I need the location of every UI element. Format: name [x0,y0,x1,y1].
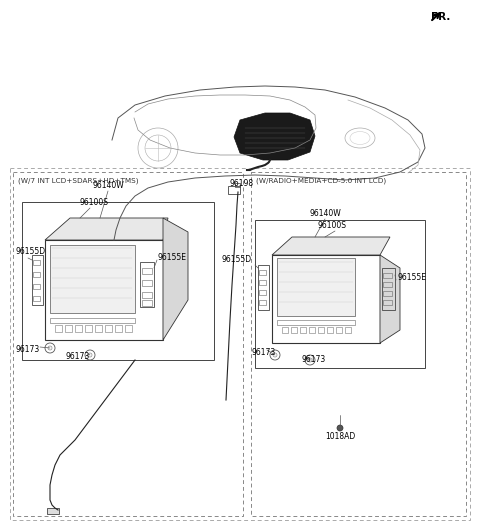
Bar [258,265,269,310]
Text: 96155E: 96155E [158,253,187,262]
Polygon shape [272,237,390,255]
Bar [259,280,266,285]
Bar [382,268,395,310]
Bar [383,291,392,296]
Bar [300,327,306,333]
Polygon shape [163,218,188,340]
Bar [272,255,380,343]
Text: 96100S: 96100S [80,198,109,207]
Text: (W/RADIO+MEDIA+CD-5.0 INT LCD): (W/RADIO+MEDIA+CD-5.0 INT LCD) [256,177,386,184]
Bar [142,268,152,274]
Bar [50,245,135,313]
Text: 96173: 96173 [65,352,89,361]
Text: 1018AD: 1018AD [325,432,355,441]
Polygon shape [45,218,168,240]
Bar [383,300,392,305]
Bar [33,284,40,289]
Bar [142,292,152,298]
Bar [318,327,324,333]
Bar [10,168,470,520]
Bar [345,327,351,333]
Bar [105,325,112,332]
Bar [383,273,392,278]
Bar [259,290,266,295]
Bar [142,300,152,306]
Text: 96140W: 96140W [309,209,341,218]
Bar [383,282,392,287]
Bar [47,508,59,514]
Bar [125,325,132,332]
Bar [50,318,135,323]
Bar [115,325,122,332]
Text: 96198: 96198 [229,179,253,188]
Text: FR.: FR. [431,12,450,22]
Text: 96140W: 96140W [92,181,124,190]
Circle shape [337,425,343,431]
Text: 96173: 96173 [252,348,276,357]
Bar [33,260,40,265]
Bar [45,240,163,340]
Text: 96173: 96173 [302,355,326,364]
Bar [251,172,466,516]
Polygon shape [380,255,400,343]
Bar [309,327,315,333]
Bar [33,296,40,301]
Polygon shape [234,113,315,160]
Bar [85,325,92,332]
Bar [75,325,82,332]
Bar [327,327,333,333]
Bar [13,172,243,516]
Bar [336,327,342,333]
Bar [32,255,43,305]
Text: 96100S: 96100S [318,221,347,230]
Bar [291,327,297,333]
Bar [65,325,72,332]
Bar [259,300,266,305]
Bar [228,186,240,194]
Bar [282,327,288,333]
Bar [22,202,214,360]
Text: (W/7 INT LCD+SDARS+HD+TMS): (W/7 INT LCD+SDARS+HD+TMS) [18,177,139,184]
Bar [95,325,102,332]
Bar [140,262,154,307]
Bar [277,258,355,316]
Bar [277,320,355,325]
Bar [33,272,40,277]
Text: 96155D: 96155D [16,248,46,257]
Bar [255,220,425,368]
Bar [259,270,266,275]
Text: 96173: 96173 [16,345,40,354]
Text: 96155D: 96155D [222,256,252,264]
Bar [235,183,240,187]
Bar [142,280,152,286]
Bar [55,325,62,332]
Text: 96155E: 96155E [397,273,426,282]
